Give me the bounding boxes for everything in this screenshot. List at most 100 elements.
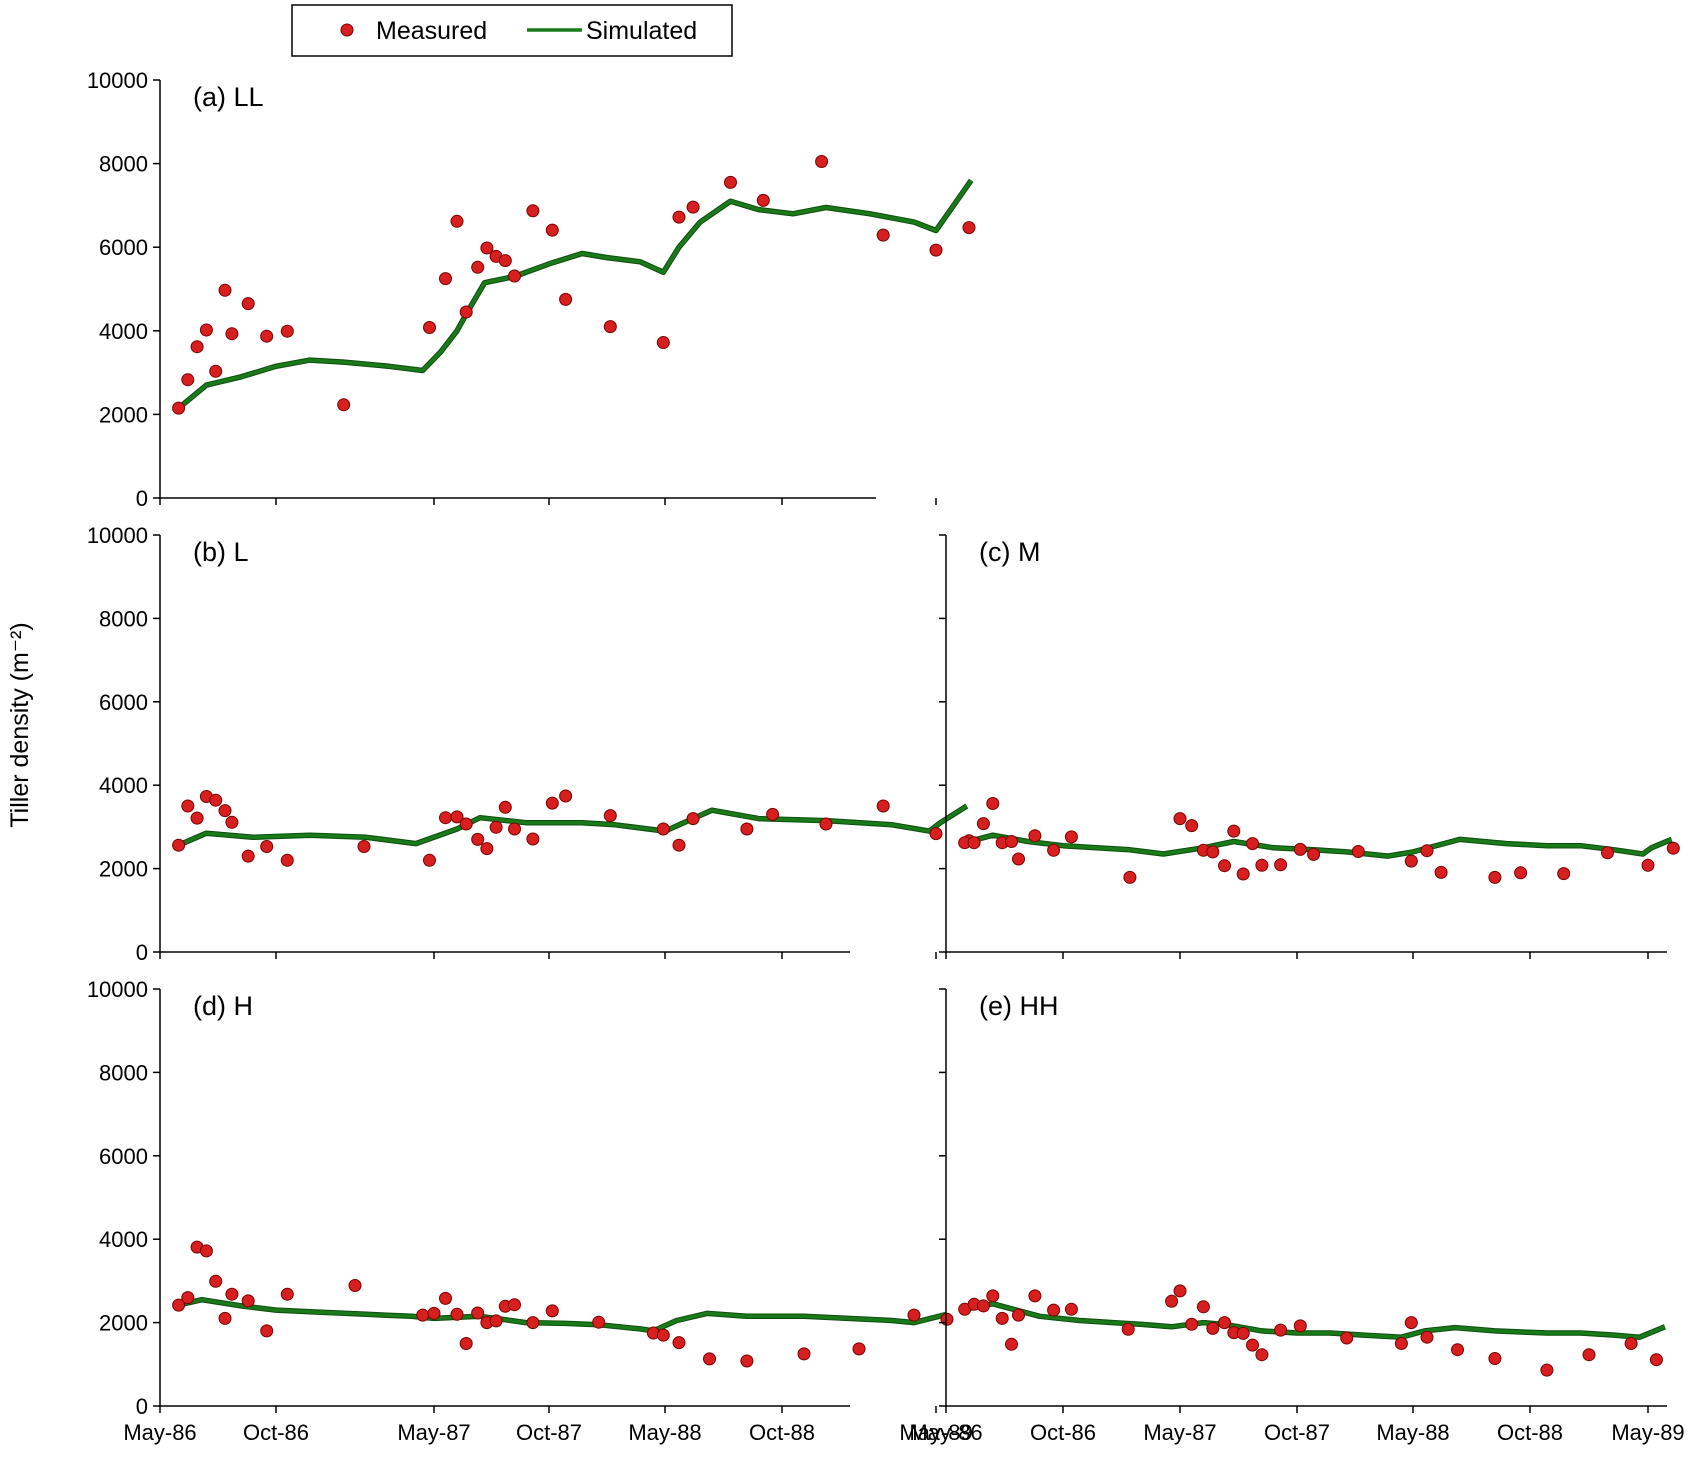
measured-point bbox=[1012, 852, 1025, 866]
y-tick-label: 2000 bbox=[99, 402, 148, 427]
legend-simulated-label: Simulated bbox=[586, 17, 697, 45]
measured-point bbox=[1236, 1326, 1250, 1340]
measured-point bbox=[199, 323, 213, 337]
measured-point bbox=[337, 398, 351, 412]
measured-point bbox=[1420, 844, 1434, 858]
measured-point bbox=[450, 214, 464, 228]
measured-point bbox=[929, 827, 943, 841]
y-tick-label: 8000 bbox=[99, 1060, 148, 1085]
measured-point bbox=[1028, 829, 1042, 843]
measured-point bbox=[1185, 819, 1199, 833]
measured-point bbox=[439, 272, 452, 286]
x-tick-label: Oct-87 bbox=[516, 1420, 582, 1445]
measured-point bbox=[1394, 1337, 1408, 1350]
measured-point bbox=[603, 809, 617, 823]
measured-point bbox=[1165, 1294, 1179, 1308]
measured-point bbox=[450, 810, 464, 824]
measured-point bbox=[1206, 845, 1220, 859]
measured-point bbox=[756, 193, 770, 207]
x-tick-label: May-89 bbox=[899, 1420, 972, 1445]
measured-point bbox=[241, 1294, 255, 1308]
measured-point bbox=[450, 1307, 464, 1321]
measured-point bbox=[416, 1308, 430, 1322]
measured-point bbox=[526, 204, 540, 218]
x-tick-label: May-86 bbox=[909, 1420, 982, 1445]
measured-point bbox=[740, 822, 754, 836]
measured-point bbox=[686, 812, 700, 826]
measured-point bbox=[1123, 870, 1137, 884]
measured-point bbox=[1196, 1300, 1210, 1314]
measured-point bbox=[1064, 1302, 1078, 1316]
measured-point bbox=[967, 836, 981, 850]
y-tick-label: 6000 bbox=[99, 690, 148, 715]
panel-d-H: 0 2000 4000 6000 8000 10000 May-86 Oct-86 May-87… bbox=[87, 977, 973, 1445]
measured-point bbox=[489, 820, 503, 834]
measured-point bbox=[439, 1291, 452, 1305]
measured-point bbox=[976, 817, 990, 831]
measured-point bbox=[1274, 1323, 1288, 1337]
y-tick-label: 0 bbox=[136, 1394, 148, 1419]
x-tick-label: Oct-88 bbox=[1497, 1420, 1563, 1445]
measured-point bbox=[815, 155, 829, 168]
measured-point bbox=[1557, 867, 1571, 881]
measured-point bbox=[1274, 858, 1288, 872]
measured-point bbox=[480, 241, 494, 255]
y-tick-label: 6000 bbox=[99, 1144, 148, 1169]
measured-point bbox=[766, 807, 780, 821]
measured-point bbox=[1540, 1363, 1554, 1377]
y-tick-label: 0 bbox=[136, 486, 148, 511]
measured-point bbox=[1434, 865, 1448, 879]
y-tick-label: 8000 bbox=[99, 606, 148, 631]
measured-point bbox=[225, 815, 239, 829]
measured-point bbox=[209, 1274, 223, 1288]
measured-point bbox=[545, 1304, 559, 1318]
measured-point bbox=[508, 822, 521, 836]
measured-point bbox=[508, 269, 521, 283]
measured-point bbox=[797, 1347, 811, 1361]
simulated-line bbox=[964, 1302, 1666, 1339]
panel-title: (e) HH bbox=[979, 991, 1059, 1021]
measured-point bbox=[190, 340, 204, 354]
measured-point bbox=[1293, 842, 1307, 856]
measured-point bbox=[471, 260, 485, 274]
measured-point bbox=[459, 1337, 473, 1350]
measured-point bbox=[260, 329, 274, 343]
measured-point bbox=[1666, 841, 1680, 855]
measured-point bbox=[241, 849, 255, 863]
measured-point bbox=[260, 1324, 274, 1338]
legend-measured-label: Measured bbox=[376, 17, 487, 45]
simulated-line bbox=[177, 179, 973, 410]
x-tick-label: Oct-87 bbox=[1264, 1420, 1330, 1445]
measured-point bbox=[559, 789, 573, 803]
measured-point bbox=[1624, 1337, 1638, 1350]
measured-point bbox=[1047, 1303, 1061, 1317]
measured-point bbox=[559, 292, 573, 306]
measured-point bbox=[459, 305, 473, 319]
measured-point bbox=[1451, 1343, 1464, 1357]
measured-point bbox=[260, 840, 274, 853]
simulated-line bbox=[177, 804, 968, 847]
measured-point bbox=[498, 254, 512, 268]
measured-point bbox=[1340, 1331, 1354, 1345]
measured-point bbox=[876, 799, 890, 813]
simulated-line bbox=[964, 833, 1673, 858]
measured-point bbox=[986, 797, 1000, 810]
panel-c-M: (c) M bbox=[939, 534, 1680, 959]
measured-point bbox=[280, 324, 294, 338]
panel-a-LL: 0 2000 4000 6000 8000 10000 (a) LL bbox=[87, 68, 976, 511]
measured-point bbox=[907, 1308, 921, 1322]
measured-point bbox=[1488, 870, 1502, 884]
measured-point bbox=[1005, 835, 1018, 848]
x-tick-label: May-86 bbox=[123, 1420, 196, 1445]
panel-title: (a) LL bbox=[193, 82, 264, 112]
measured-point bbox=[526, 832, 540, 846]
y-tick-label: 2000 bbox=[99, 1311, 148, 1336]
measured-point bbox=[1206, 1321, 1220, 1335]
measured-point bbox=[1255, 858, 1269, 872]
measured-point bbox=[819, 817, 833, 831]
measured-point bbox=[1005, 1337, 1018, 1351]
measured-point bbox=[241, 297, 255, 311]
y-tick-label: 0 bbox=[136, 940, 148, 965]
measured-point bbox=[423, 321, 436, 334]
